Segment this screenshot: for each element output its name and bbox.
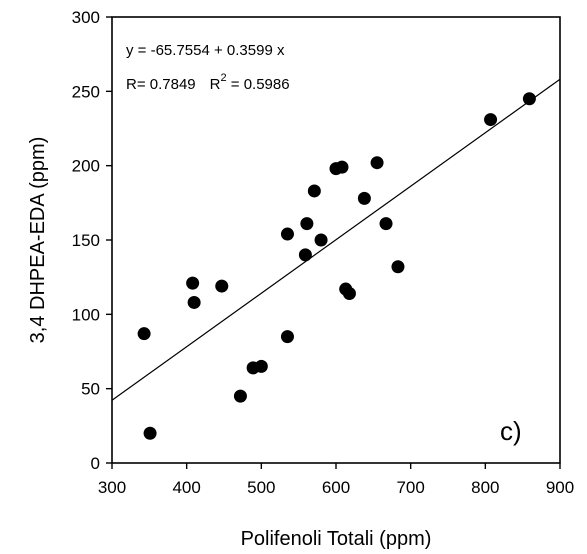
axis-ticks xyxy=(106,16,561,469)
x-tick-label: 500 xyxy=(247,478,275,497)
data-point xyxy=(370,156,384,170)
data-point xyxy=(233,389,247,403)
data-point xyxy=(254,359,268,373)
data-point xyxy=(342,287,356,301)
data-point xyxy=(522,92,536,106)
data-point xyxy=(314,233,328,247)
x-tick-label: 300 xyxy=(98,478,126,497)
data-point xyxy=(484,113,498,127)
data-point xyxy=(280,227,294,241)
data-point xyxy=(391,260,405,274)
data-point xyxy=(215,279,229,293)
x-tick-label: 900 xyxy=(546,478,574,497)
data-point xyxy=(300,217,314,231)
y-tick-label: 300 xyxy=(72,8,100,27)
x-tick-label: 600 xyxy=(322,478,350,497)
regression-equation: y = -65.7554 + 0.3599 x xyxy=(126,42,285,59)
r2-label: R xyxy=(210,76,221,93)
r2-superscript: 2 xyxy=(220,72,226,84)
data-points xyxy=(137,92,536,440)
x-tick-label: 700 xyxy=(396,478,424,497)
regression-r-values: R= 0.7849 R2 = 0.5986 xyxy=(126,72,290,93)
y-tick-label: 100 xyxy=(72,305,100,324)
y-axis-title: 3,4 DHPEA-EDA (ppm) xyxy=(27,137,49,344)
data-point xyxy=(379,217,393,231)
panel-label: c) xyxy=(500,416,522,446)
y-tick-label: 0 xyxy=(91,454,100,473)
regression-line xyxy=(111,78,561,401)
y-tick-label: 250 xyxy=(72,82,100,101)
y-tick-label: 200 xyxy=(72,157,100,176)
data-point xyxy=(187,295,201,309)
x-axis-title: Polifenoli Totali (ppm) xyxy=(241,528,432,550)
x-tick-label: 400 xyxy=(172,478,200,497)
data-point xyxy=(307,184,321,198)
data-point xyxy=(186,276,200,290)
x-tick-label: 800 xyxy=(471,478,499,497)
data-point xyxy=(280,330,294,344)
data-point xyxy=(357,191,371,205)
plot-frame xyxy=(111,16,561,464)
data-point xyxy=(143,426,157,440)
tick-labels: 300 400 500 600 700 800 900 0 50 100 150 200 250 300 xyxy=(72,8,575,497)
r-value: R= 0.7849 xyxy=(126,76,196,93)
y-tick-label: 50 xyxy=(81,380,100,399)
data-point xyxy=(298,248,312,262)
data-point xyxy=(335,160,349,174)
data-point xyxy=(137,327,151,341)
r2-value: = 0.5986 xyxy=(227,76,290,93)
y-tick-label: 150 xyxy=(72,231,100,250)
